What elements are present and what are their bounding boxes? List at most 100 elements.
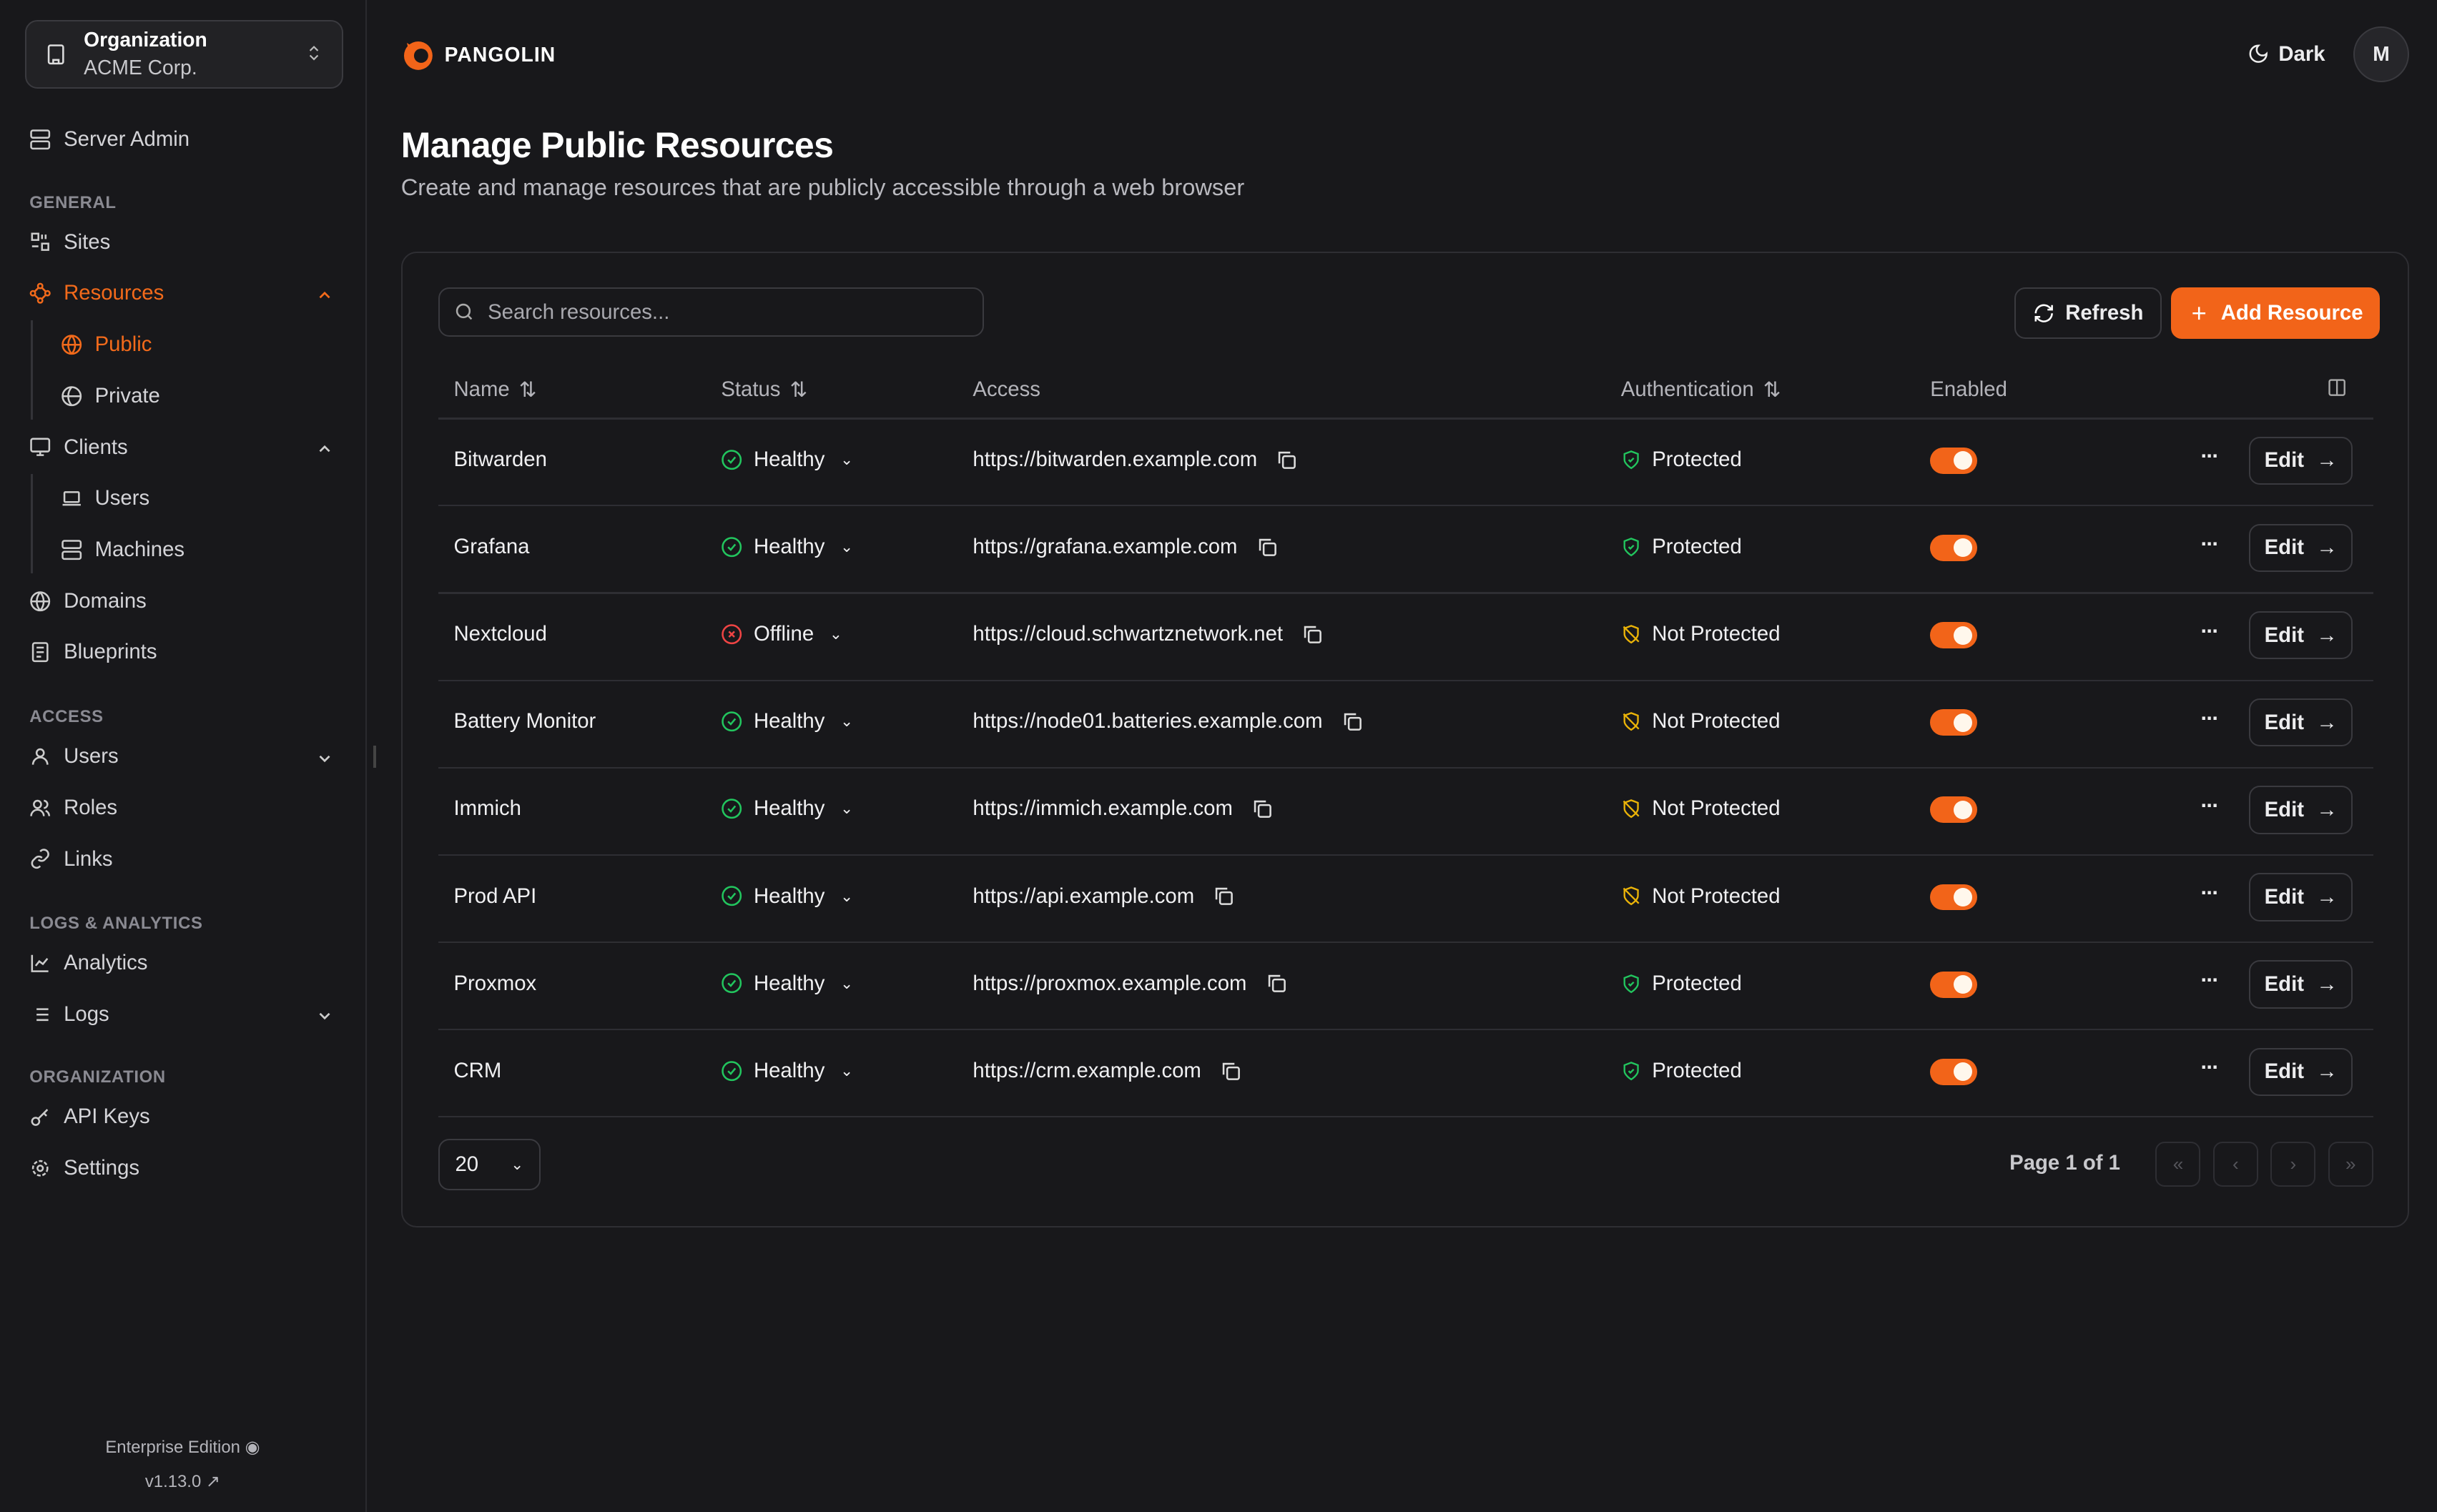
sidebar-item-api-keys[interactable]: API Keys	[29, 1105, 150, 1129]
edit-button[interactable]: Edit →	[2248, 698, 2353, 747]
sidebar-item-settings[interactable]: Settings	[29, 1156, 139, 1180]
status-badge[interactable]: Healthy ⌄	[721, 709, 853, 733]
edit-button[interactable]: Edit →	[2248, 436, 2353, 485]
sidebar-item-analytics[interactable]: Analytics	[29, 951, 147, 975]
columns-icon[interactable]	[2327, 377, 2347, 397]
sidebar-item-clients[interactable]: Clients	[29, 435, 128, 460]
more-actions-icon[interactable]: ···	[2200, 1055, 2219, 1080]
more-actions-icon[interactable]: ···	[2200, 444, 2219, 469]
sidebar: Organization ACME Corp. Server Admin GEN…	[0, 0, 367, 1512]
edit-button[interactable]: Edit →	[2248, 786, 2353, 834]
status-badge[interactable]: Healthy ⌄	[721, 448, 853, 472]
sidebar-item-roles[interactable]: Roles	[29, 796, 117, 820]
sidebar-item-logs[interactable]: Logs	[29, 1002, 109, 1027]
label: API Keys	[64, 1105, 150, 1129]
status-badge[interactable]: Offline ⌄	[721, 622, 842, 646]
check-circle-icon	[722, 449, 742, 470]
last-page-button[interactable]: »	[2328, 1142, 2373, 1187]
edit-button[interactable]: Edit →	[2248, 873, 2353, 921]
enabled-toggle[interactable]	[1930, 1058, 1977, 1085]
sidebar-item-resources[interactable]: Resources	[29, 281, 164, 305]
page-size-select[interactable]: 20 ⌄	[438, 1138, 541, 1190]
url[interactable]: https://proxmox.example.com	[973, 971, 1247, 995]
brand[interactable]: PANGOLIN	[401, 37, 556, 71]
more-actions-icon[interactable]: ···	[2200, 531, 2219, 556]
more-actions-icon[interactable]: ···	[2200, 794, 2219, 819]
enabled-toggle[interactable]	[1930, 709, 1977, 736]
url[interactable]: https://node01.batteries.example.com	[973, 709, 1323, 733]
edit-button[interactable]: Edit →	[2248, 1047, 2353, 1096]
access-url: https://cloud.schwartznetwork.net	[973, 622, 1323, 646]
avatar[interactable]: M	[2353, 26, 2409, 82]
chevron-down-icon: ⌄	[840, 1061, 854, 1079]
edition-link[interactable]: Enterprise Edition ◉	[0, 1437, 365, 1458]
first-page-button[interactable]: «	[2155, 1142, 2201, 1187]
copy-icon[interactable]	[1213, 885, 1234, 906]
sidebar-item-machines[interactable]: Machines	[61, 538, 184, 562]
server-icon	[30, 129, 51, 150]
copy-icon[interactable]	[1220, 1060, 1241, 1082]
url[interactable]: https://api.example.com	[973, 884, 1195, 908]
status-badge[interactable]: Healthy ⌄	[721, 972, 853, 996]
copy-icon[interactable]	[1256, 536, 1278, 558]
add-resource-button[interactable]: Add Resource	[2171, 287, 2381, 339]
edit-button[interactable]: Edit →	[2248, 960, 2353, 1009]
sidebar-item-client-users[interactable]: Users	[61, 486, 149, 510]
url[interactable]: https://crm.example.com	[973, 1058, 1201, 1082]
status-badge[interactable]: Healthy ⌄	[721, 796, 853, 821]
sort-icon: ⇅	[1763, 377, 1781, 402]
edit-button[interactable]: Edit →	[2248, 523, 2353, 573]
search-input[interactable]: Search resources...	[438, 287, 984, 337]
prev-page-button[interactable]: ‹	[2212, 1142, 2258, 1187]
column-authentication[interactable]: Authentication ⇅	[1621, 377, 1781, 402]
sidebar-item-domains[interactable]: Domains	[29, 589, 147, 613]
label: Server Admin	[64, 127, 190, 152]
version-link[interactable]: v1.13.0 ↗	[0, 1471, 365, 1492]
copy-icon[interactable]	[1276, 449, 1297, 470]
label: Domains	[64, 588, 147, 613]
sidebar-item-blueprints[interactable]: Blueprints	[29, 640, 157, 664]
column-status[interactable]: Status ⇅	[721, 377, 807, 402]
status-badge[interactable]: Healthy ⌄	[721, 1059, 853, 1083]
next-page-button[interactable]: ›	[2270, 1142, 2316, 1187]
sidebar-item-users[interactable]: Users	[29, 744, 119, 769]
copy-icon[interactable]	[1251, 798, 1273, 819]
copy-icon[interactable]	[1266, 972, 1287, 994]
status-badge[interactable]: Healthy ⌄	[721, 535, 853, 559]
sidebar-item-private[interactable]: Private	[61, 384, 160, 408]
sidebar-item-server-admin[interactable]: Server Admin	[29, 127, 189, 152]
more-actions-icon[interactable]: ···	[2200, 968, 2219, 993]
sidebar-item-sites[interactable]: Sites	[29, 230, 110, 255]
auth-label: Protected	[1652, 534, 1742, 558]
chevron-down-icon[interactable]	[315, 749, 334, 768]
chevron-up-icon[interactable]	[315, 286, 334, 305]
column-name[interactable]: Name ⇅	[453, 377, 536, 402]
edit-button[interactable]: Edit →	[2248, 611, 2353, 660]
refresh-button[interactable]: Refresh	[2014, 287, 2162, 339]
sidebar-resize-handle[interactable]	[373, 746, 376, 768]
theme-toggle[interactable]: Dark	[2248, 42, 2325, 66]
enabled-toggle[interactable]	[1930, 447, 1977, 474]
url[interactable]: https://grafana.example.com	[973, 534, 1238, 558]
enabled-toggle[interactable]	[1930, 622, 1977, 649]
sidebar-item-links[interactable]: Links	[29, 847, 113, 871]
enabled-toggle[interactable]	[1930, 796, 1977, 824]
enabled-toggle[interactable]	[1930, 971, 1977, 998]
more-actions-icon[interactable]: ···	[2200, 618, 2219, 643]
url[interactable]: https://cloud.schwartznetwork.net	[973, 622, 1284, 646]
status-badge[interactable]: Healthy ⌄	[721, 884, 853, 909]
more-actions-icon[interactable]: ···	[2200, 706, 2219, 731]
more-actions-icon[interactable]: ···	[2200, 881, 2219, 906]
copy-icon[interactable]	[1301, 623, 1323, 645]
sidebar-item-public[interactable]: Public	[61, 332, 152, 357]
org-switcher[interactable]: Organization ACME Corp.	[24, 20, 343, 89]
enabled-toggle[interactable]	[1930, 534, 1977, 561]
url[interactable]: https://immich.example.com	[973, 796, 1233, 821]
enabled-toggle[interactable]	[1930, 884, 1977, 911]
arrow-right-icon: →	[2316, 623, 2338, 647]
chevron-down-icon[interactable]	[315, 1007, 334, 1025]
url[interactable]: https://bitwarden.example.com	[973, 447, 1258, 471]
copy-icon[interactable]	[1341, 711, 1363, 732]
check-circle-icon	[722, 711, 742, 732]
chevron-up-icon[interactable]	[315, 440, 334, 458]
